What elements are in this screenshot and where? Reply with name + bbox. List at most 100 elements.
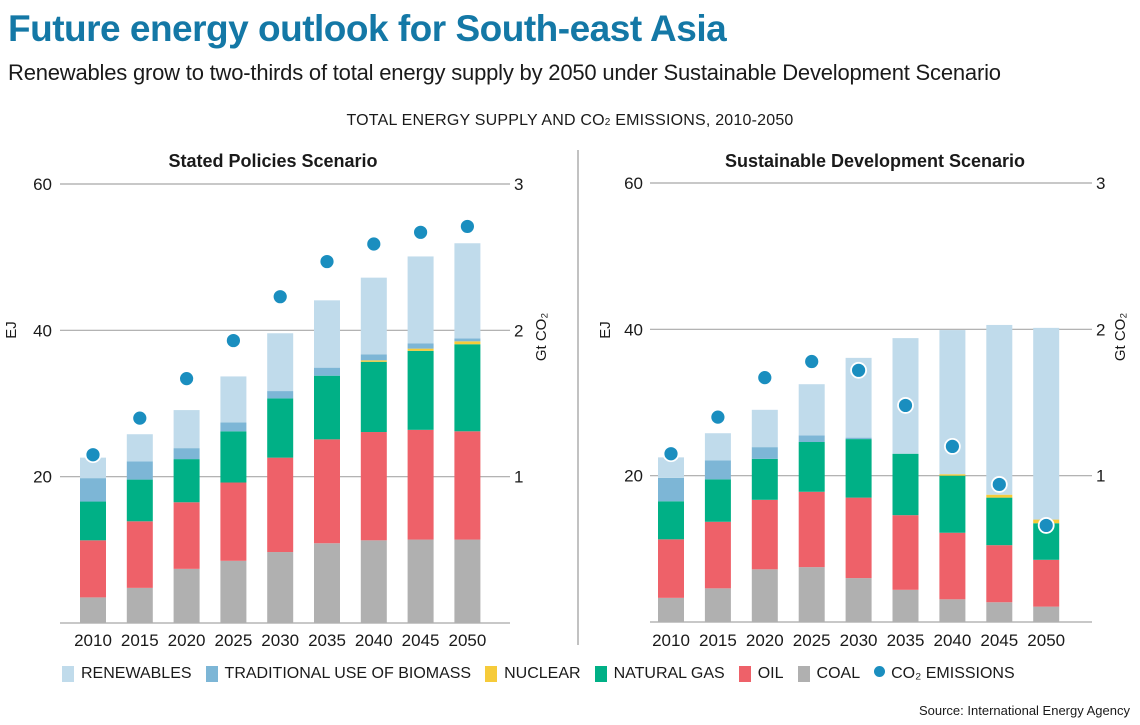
bar-segment-natural-gas (220, 431, 247, 483)
panel-title: Stated Policies Scenario (168, 151, 377, 171)
x-tick-label: 2020 (168, 631, 206, 650)
bar-segment-renewables (126, 434, 153, 462)
bar-segment-nuclear (454, 341, 481, 345)
co2-point (709, 408, 727, 426)
bar-segment-nuclear (407, 348, 434, 351)
bar-segment-oil (939, 532, 966, 600)
bar-segment-oil (360, 432, 387, 541)
bar-segment-coal (267, 552, 294, 623)
legend-swatch-coal (797, 666, 810, 682)
y-tick-label: 20 (624, 467, 643, 486)
page-title: Future energy outlook for South-east Asi… (8, 8, 727, 49)
legend-dot-co2 (874, 665, 886, 677)
bar-segment-biomass (798, 435, 825, 443)
bar-segment-oil (220, 482, 247, 561)
y2-axis-label: Gt CO₂ (1112, 313, 1129, 362)
bar-segment-oil (126, 521, 153, 588)
legend-label: COAL (816, 665, 861, 682)
chart-title-main: TOTAL ENERGY SUPPLY AND CO (346, 112, 605, 129)
bar-segment-natural-gas (314, 375, 340, 440)
y-tick-label: 40 (624, 320, 643, 339)
bar-segment-natural-gas (173, 459, 200, 503)
y-tick-label: 60 (33, 175, 52, 194)
legend-item-oil: OIL (738, 665, 784, 683)
x-tick-label: 2035 (887, 631, 925, 650)
bar-segment-oil (892, 515, 919, 590)
bar-segment-coal (986, 602, 1013, 622)
bar-segment-oil (845, 497, 872, 579)
panel-title: Sustainable Development Scenario (725, 151, 1025, 171)
bar-segment-oil (407, 429, 434, 540)
chart-title-rest: EMISSIONS, 2010-2050 (610, 112, 794, 129)
legend-swatch-oil (738, 666, 751, 682)
co2-point (84, 446, 102, 464)
bar-segment-oil (173, 502, 200, 569)
bar-segment-renewables (454, 243, 481, 339)
y-tick-label: 20 (33, 468, 52, 487)
x-tick-label: 2030 (261, 631, 299, 650)
legend-label: TRADITIONAL USE OF BIOMASS (224, 665, 472, 682)
bar-segment-biomass (220, 422, 247, 432)
y2-axis-label: Gt CO₂ (533, 313, 550, 362)
y2-tick-label: 3 (514, 175, 523, 194)
legend-item-co2: CO₂ EMISSIONS (874, 665, 1015, 683)
bar-segment-nuclear (360, 360, 387, 362)
legend-label: NATURAL GAS (613, 665, 725, 682)
legend-swatch-biomass (205, 666, 218, 682)
bar-segment-coal (80, 597, 106, 623)
y2-tick-label: 1 (1096, 467, 1105, 486)
x-tick-label: 2040 (355, 631, 393, 650)
x-tick-label: 2025 (214, 631, 252, 650)
y-tick-label: 40 (33, 321, 52, 340)
bar-segment-natural-gas (407, 350, 434, 430)
co2-point (897, 397, 914, 414)
y-tick-label: 60 (624, 174, 643, 193)
y2-tick-label: 3 (1096, 174, 1105, 193)
chart-panel-sustainable-development: Sustainable Development Scenario 20 1 40 2 60… (597, 151, 1129, 650)
bar-segment-oil (80, 540, 106, 598)
legend-swatch-nuclear (485, 666, 498, 682)
co2-point (850, 361, 867, 379)
bar-segment-oil (267, 457, 294, 553)
page-subtitle: Renewables grow to two-thirds of total e… (8, 60, 1001, 85)
bar-segment-coal (892, 589, 919, 622)
bar-segment-renewables (751, 409, 778, 448)
bar-segment-biomass (704, 460, 731, 480)
legend-item-natural-gas: NATURAL GAS (594, 665, 725, 683)
bar-segment-renewables (267, 333, 294, 392)
bar-segment-renewables (80, 457, 106, 479)
bar-segment-natural-gas (798, 442, 825, 492)
x-tick-label: 2035 (308, 631, 346, 650)
co2-point (178, 370, 196, 388)
bar-segment-biomass (173, 448, 200, 460)
bar-segment-biomass (454, 338, 481, 342)
bar-segment-renewables (658, 457, 684, 478)
bar-segment-oil (751, 499, 778, 570)
bar-segment-biomass (80, 478, 106, 502)
co2-point (662, 445, 680, 463)
bar-segment-coal (407, 539, 434, 623)
x-tick-label: 2010 (652, 631, 690, 650)
bar-segment-coal (939, 599, 966, 622)
co2-point (803, 353, 821, 370)
x-tick-label: 2050 (448, 631, 486, 650)
co2-point (458, 218, 476, 235)
bar-segment-natural-gas (360, 361, 387, 433)
bar-segment-natural-gas (658, 501, 684, 540)
legend-item-biomass: TRADITIONAL USE OF BIOMASS (205, 665, 472, 683)
bar-segment-oil (986, 545, 1013, 603)
x-tick-label: 2010 (74, 631, 112, 650)
bar-segment-natural-gas (80, 501, 106, 541)
bar-segment-natural-gas (845, 439, 872, 498)
bar-segment-natural-gas (267, 398, 294, 458)
bar-segment-coal (314, 543, 340, 623)
bar-segment-oil (314, 439, 340, 544)
bar-segment-coal (126, 587, 153, 623)
legend: RENEWABLES TRADITIONAL USE OF BIOMASS NU… (62, 665, 1029, 683)
bar-segment-coal (704, 588, 731, 622)
legend-item-coal: COAL (797, 665, 861, 683)
bar-segment-coal (845, 578, 872, 622)
bar-segment-natural-gas (986, 497, 1013, 546)
x-tick-label: 2025 (793, 631, 831, 650)
bar-segment-nuclear (939, 474, 966, 476)
